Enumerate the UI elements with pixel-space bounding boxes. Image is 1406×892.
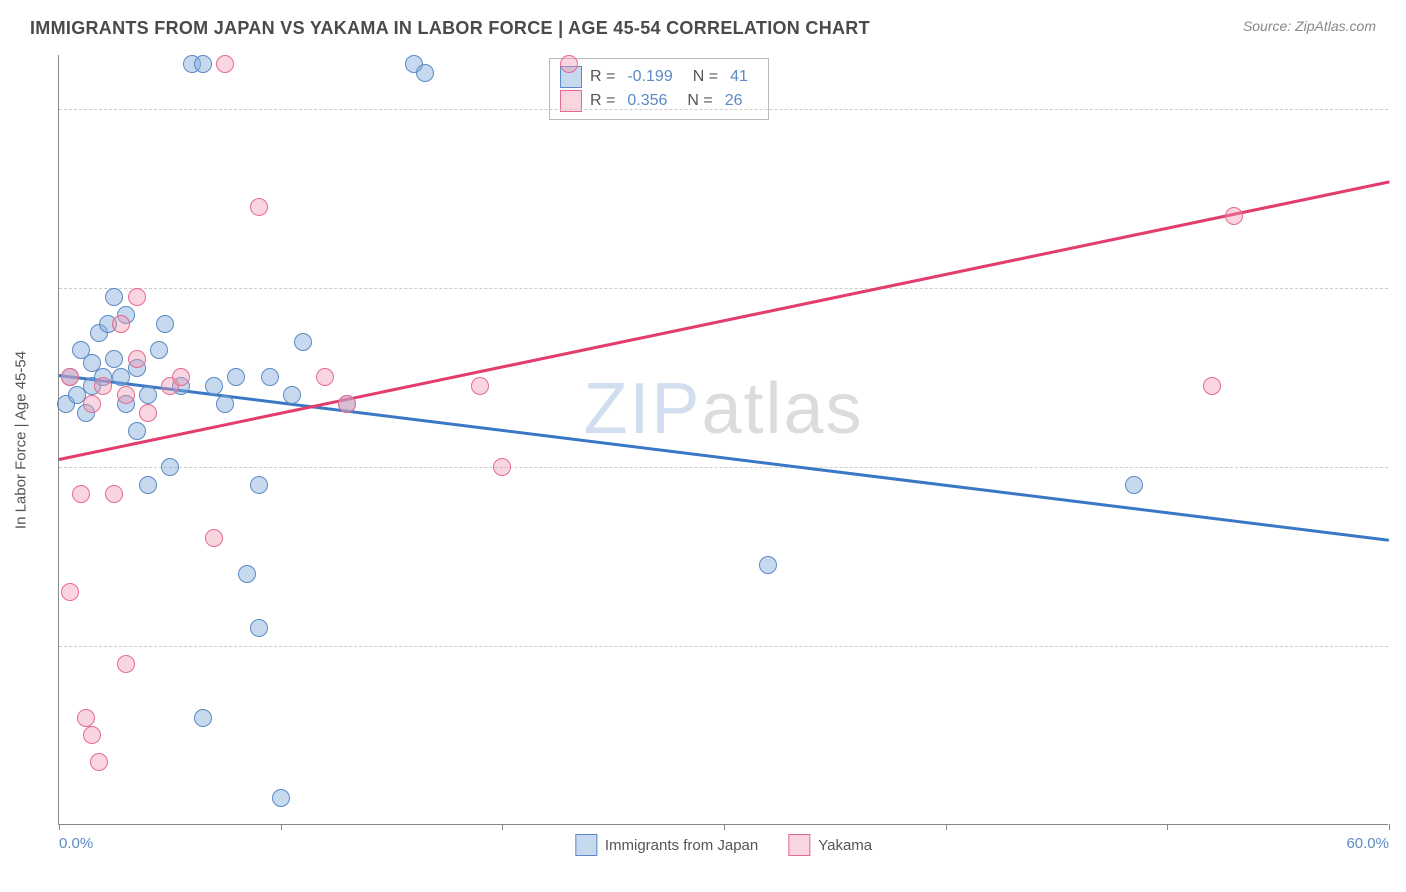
scatter-point <box>283 386 301 404</box>
scatter-point <box>172 368 190 386</box>
x-tick-label: 0.0% <box>59 835 93 852</box>
scatter-point <box>250 198 268 216</box>
correlation-chart: In Labor Force | Age 45-54 ZIPatlas R = … <box>58 55 1388 825</box>
scatter-point <box>139 404 157 422</box>
stats-legend: R = -0.199 N = 41 R = 0.356 N = 26 <box>549 58 769 120</box>
scatter-point <box>272 789 290 807</box>
scatter-point <box>759 556 777 574</box>
scatter-point <box>77 709 95 727</box>
x-tick <box>1389 824 1390 830</box>
scatter-point <box>194 55 212 73</box>
swatch-yakama <box>788 834 810 856</box>
scatter-point <box>194 709 212 727</box>
y-tick-label: 80.0% <box>1398 458 1406 475</box>
scatter-point <box>1125 476 1143 494</box>
watermark-zip: ZIP <box>583 369 701 449</box>
gridline-vertical <box>724 55 725 824</box>
scatter-point <box>61 368 79 386</box>
gridline-vertical <box>502 55 503 824</box>
scatter-point <box>161 458 179 476</box>
legend-item-japan: Immigrants from Japan <box>575 834 758 856</box>
scatter-point <box>139 386 157 404</box>
y-tick-label: 90.0% <box>1398 279 1406 296</box>
scatter-point <box>238 565 256 583</box>
scatter-point <box>105 350 123 368</box>
scatter-point <box>72 485 90 503</box>
y-axis-label: In Labor Force | Age 45-54 <box>13 350 30 528</box>
scatter-point <box>112 315 130 333</box>
x-tick <box>502 824 503 830</box>
n-value-yakama: 26 <box>725 92 743 110</box>
legend-label-japan: Immigrants from Japan <box>605 837 758 854</box>
x-tick <box>1167 824 1168 830</box>
scatter-point <box>416 64 434 82</box>
scatter-point <box>128 288 146 306</box>
legend-label-yakama: Yakama <box>818 837 872 854</box>
swatch-japan <box>575 834 597 856</box>
scatter-point <box>216 395 234 413</box>
header: IMMIGRANTS FROM JAPAN VS YAKAMA IN LABOR… <box>0 0 1406 47</box>
x-tick-label: 60.0% <box>1346 835 1389 852</box>
scatter-point <box>117 655 135 673</box>
y-tick-label: 100.0% <box>1398 100 1406 117</box>
source-name: ZipAtlas.com <box>1295 18 1376 34</box>
x-tick <box>59 824 60 830</box>
watermark-atlas: atlas <box>701 369 863 449</box>
scatter-point <box>94 377 112 395</box>
scatter-point <box>205 377 223 395</box>
scatter-point <box>1203 377 1221 395</box>
n-label: N = <box>693 68 718 86</box>
scatter-point <box>250 619 268 637</box>
scatter-point <box>471 377 489 395</box>
scatter-point <box>139 476 157 494</box>
x-tick <box>281 824 282 830</box>
scatter-point <box>205 529 223 547</box>
series-legend: Immigrants from Japan Yakama <box>575 834 872 856</box>
scatter-point <box>261 368 279 386</box>
scatter-point <box>90 753 108 771</box>
r-label: R = <box>590 92 615 110</box>
scatter-point <box>117 386 135 404</box>
scatter-point <box>128 422 146 440</box>
scatter-point <box>83 726 101 744</box>
chart-title: IMMIGRANTS FROM JAPAN VS YAKAMA IN LABOR… <box>30 18 870 39</box>
scatter-point <box>316 368 334 386</box>
scatter-point <box>105 288 123 306</box>
source-attribution: Source: ZipAtlas.com <box>1243 18 1376 34</box>
scatter-point <box>150 341 168 359</box>
scatter-point <box>128 350 146 368</box>
scatter-point <box>1225 207 1243 225</box>
n-value-japan: 41 <box>730 68 748 86</box>
gridline-vertical <box>1167 55 1168 824</box>
x-tick <box>724 824 725 830</box>
scatter-point <box>156 315 174 333</box>
gridline-vertical <box>946 55 947 824</box>
scatter-point <box>560 55 578 73</box>
scatter-point <box>227 368 245 386</box>
x-tick <box>946 824 947 830</box>
scatter-point <box>105 485 123 503</box>
scatter-point <box>216 55 234 73</box>
r-value-japan: -0.199 <box>627 68 672 86</box>
scatter-point <box>338 395 356 413</box>
n-label: N = <box>687 92 712 110</box>
r-value-yakama: 0.356 <box>627 92 667 110</box>
gridline-vertical <box>281 55 282 824</box>
source-prefix: Source: <box>1243 18 1295 34</box>
scatter-point <box>493 458 511 476</box>
r-label: R = <box>590 68 615 86</box>
scatter-point <box>294 333 312 351</box>
y-tick-label: 70.0% <box>1398 637 1406 654</box>
scatter-point <box>61 583 79 601</box>
scatter-point <box>250 476 268 494</box>
scatter-point <box>83 395 101 413</box>
legend-item-yakama: Yakama <box>788 834 872 856</box>
